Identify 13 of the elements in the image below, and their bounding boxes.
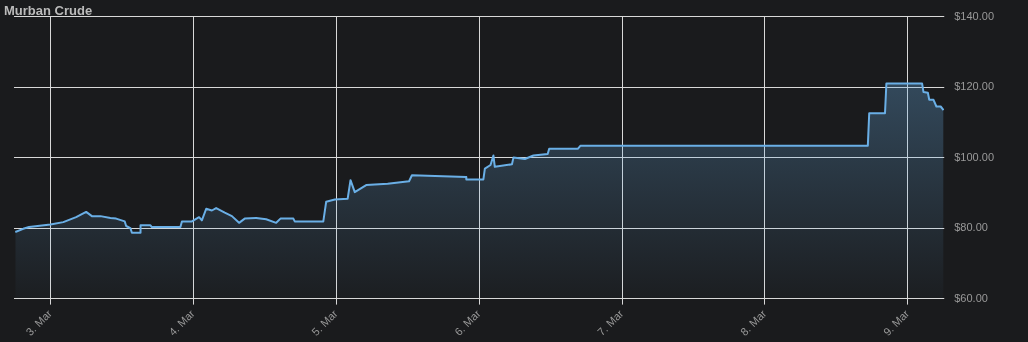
x-tick-label: 3. Mar bbox=[23, 307, 55, 338]
y-tick-label: $80.00 bbox=[954, 221, 988, 234]
chart-title: Murban Crude bbox=[4, 3, 93, 18]
y-tick-label: $120.00 bbox=[954, 80, 994, 93]
x-tick-label: 7. Mar bbox=[595, 307, 626, 338]
y-tick-label: $100.00 bbox=[954, 150, 994, 163]
x-tick-label: 9. Mar bbox=[880, 307, 912, 338]
x-tick-label: 6. Mar bbox=[452, 307, 483, 338]
x-tick-label: 4. Mar bbox=[166, 307, 198, 338]
y-tick-label: $140.00 bbox=[954, 9, 994, 22]
y-tick-label: $60.00 bbox=[954, 291, 988, 304]
x-tick-label: 8. Mar bbox=[737, 307, 769, 338]
x-tick-label: 5. Mar bbox=[309, 307, 341, 338]
